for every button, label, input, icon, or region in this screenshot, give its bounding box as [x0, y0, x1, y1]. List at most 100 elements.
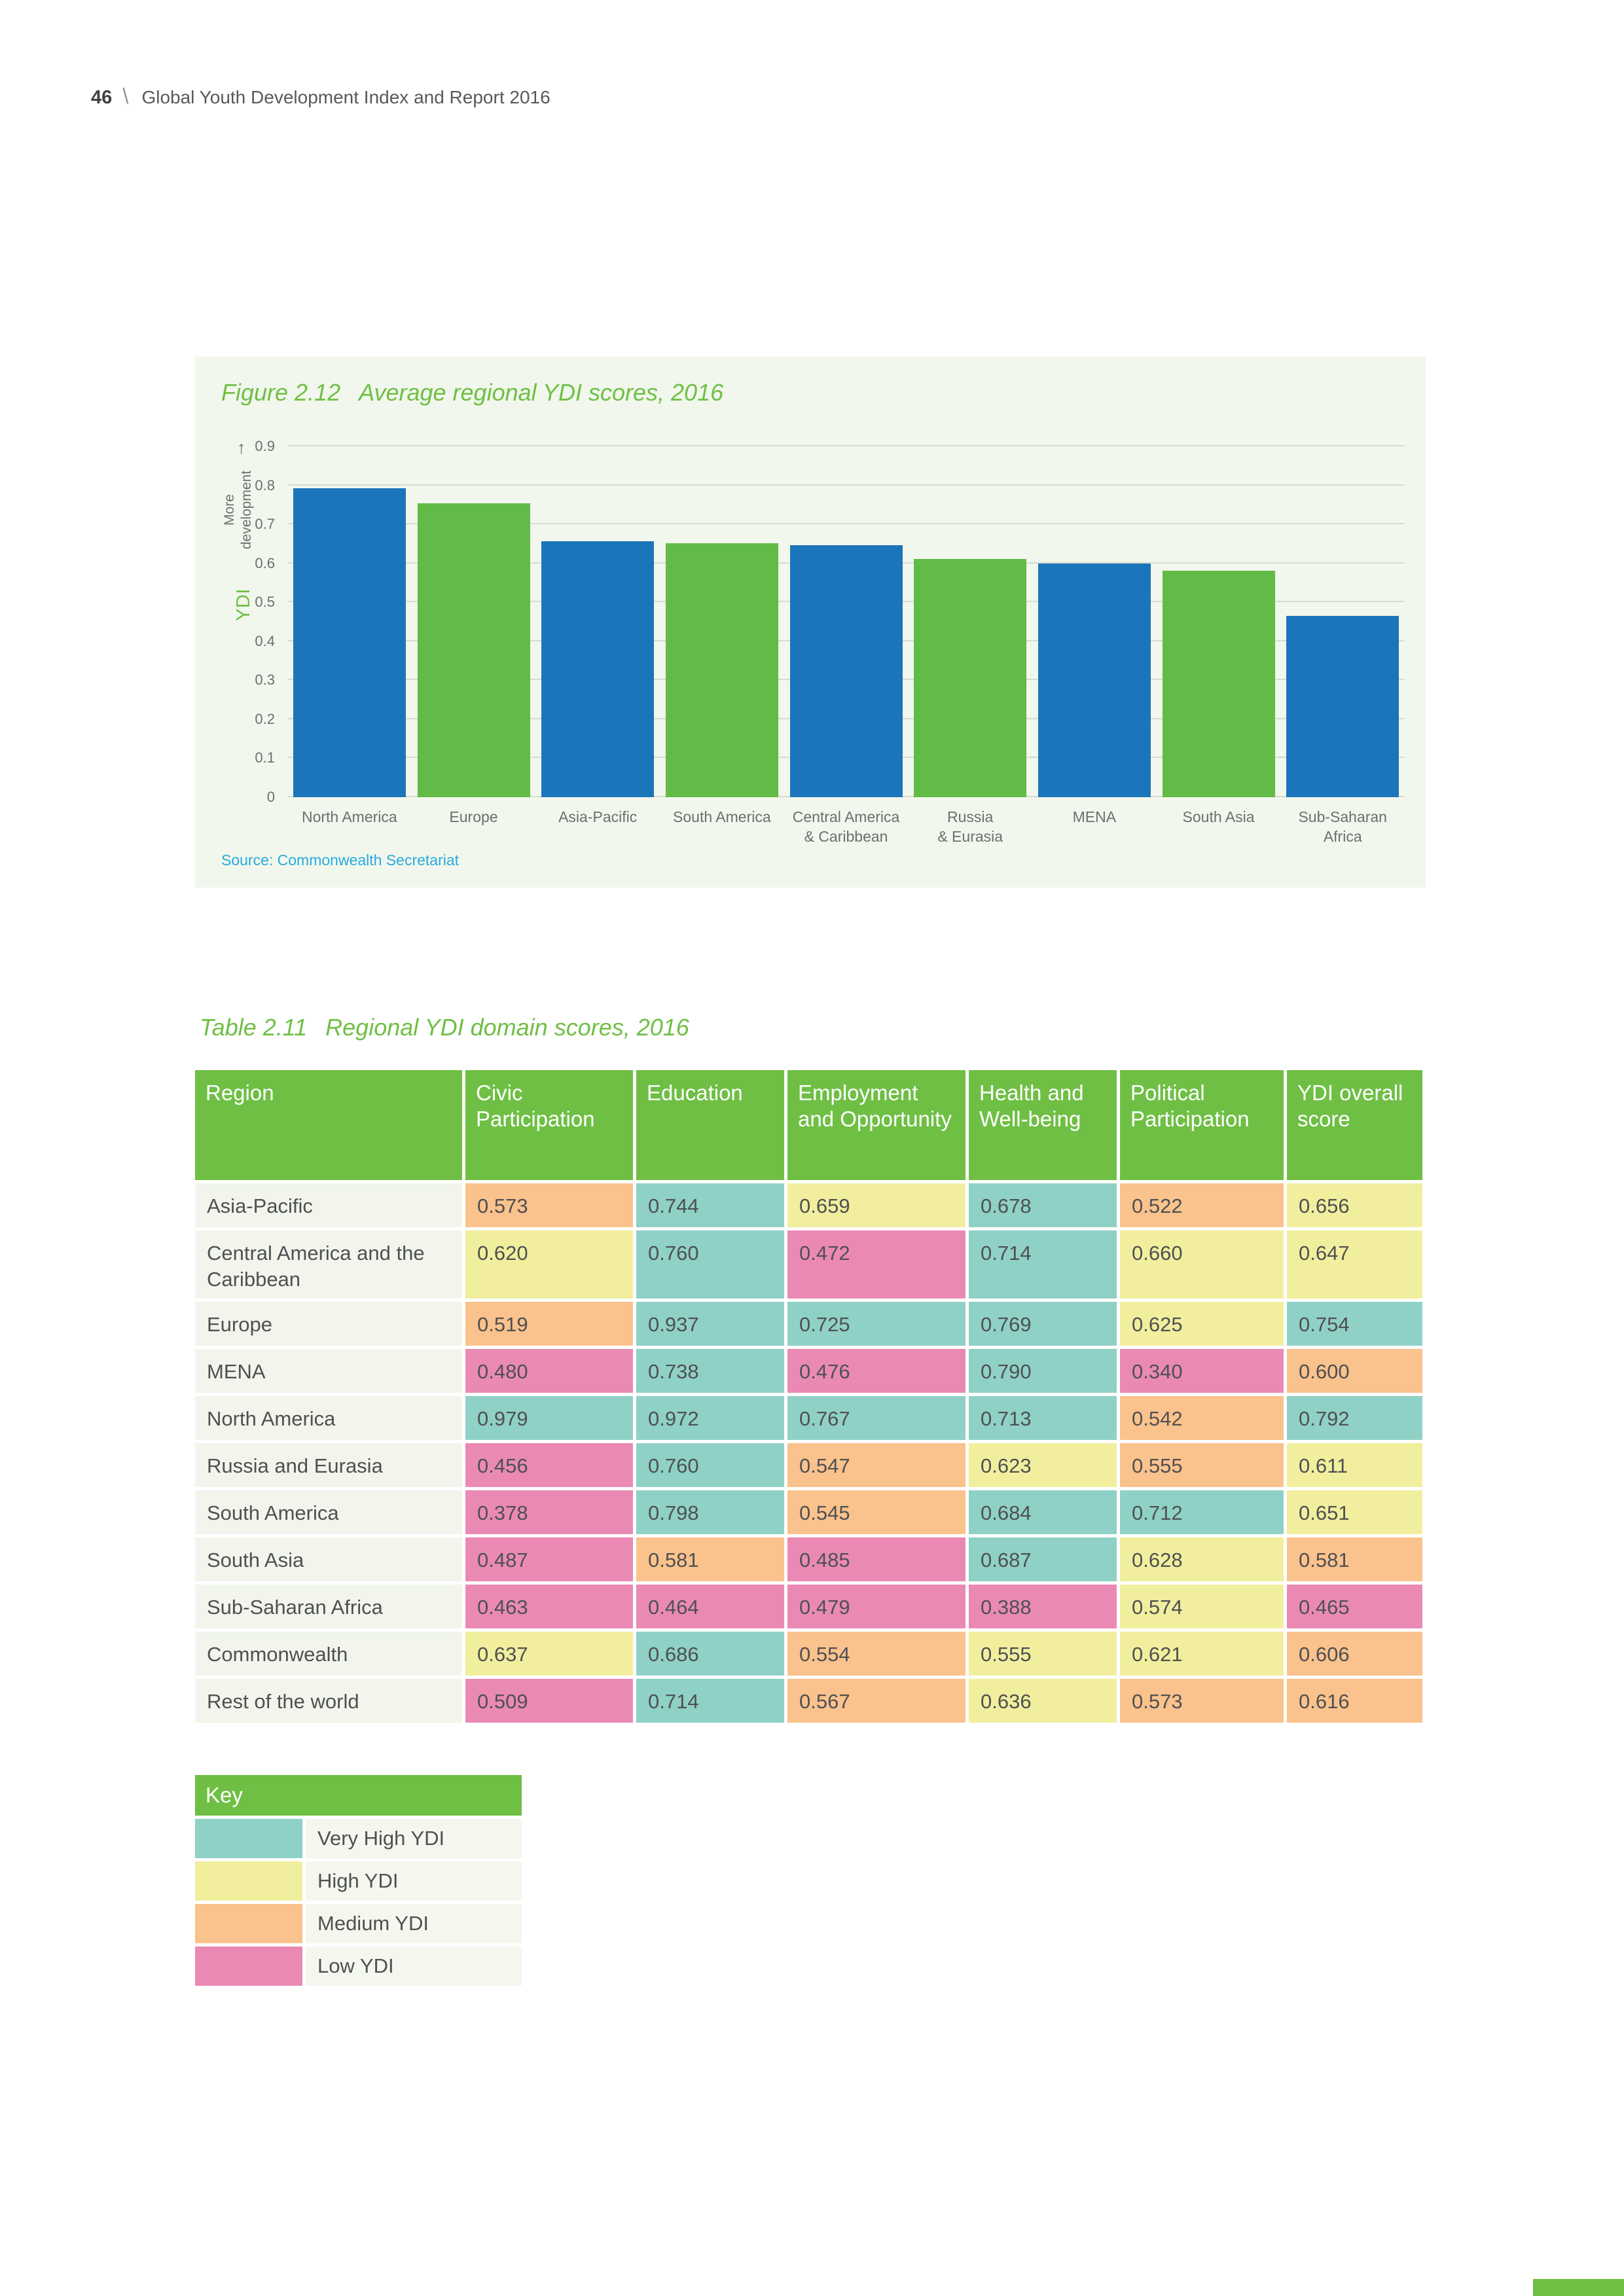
bar	[417, 503, 530, 797]
x-axis-label: Central America & Caribbean	[792, 808, 900, 845]
score-cell: 0.760	[636, 1443, 784, 1487]
score-cell: 0.687	[969, 1537, 1117, 1581]
bar-slot	[660, 446, 784, 797]
score-cell: 0.581	[636, 1537, 784, 1581]
x-axis-label: Sub-Saharan Africa	[1298, 808, 1387, 845]
y-tick-label: 0	[266, 789, 275, 805]
score-cell: 0.636	[969, 1678, 1117, 1723]
score-cell: 0.712	[1120, 1490, 1284, 1534]
score-cell: 0.388	[969, 1584, 1117, 1628]
domain-table: Region Civic Participation Education Employ…	[195, 1070, 1426, 1723]
bar-slot	[412, 446, 536, 797]
score-cell: 0.684	[969, 1490, 1117, 1534]
region-cell: Sub-Saharan Africa	[195, 1584, 462, 1628]
key-label: Very High YDI	[306, 1819, 522, 1858]
y-tick-label: 0.9	[255, 438, 275, 454]
chart-y-labels: 0 0.1 0.2 0.3 0.4 0.5 0.6 0.7 0.8 0.9	[195, 439, 275, 804]
score-cell: 0.678	[969, 1183, 1117, 1227]
score-cell: 0.714	[636, 1678, 784, 1723]
score-cell: 0.479	[787, 1584, 965, 1628]
score-cell: 0.485	[787, 1537, 965, 1581]
key-swatch	[195, 1904, 302, 1943]
score-cell: 0.555	[1120, 1443, 1284, 1487]
bar-slot	[535, 446, 660, 797]
column-header: Region	[195, 1070, 462, 1180]
gridline	[287, 445, 1405, 446]
bar-slot	[908, 446, 1032, 797]
region-cell: South America	[195, 1490, 462, 1534]
figure-caption: Average regional YDI scores, 2016	[359, 379, 724, 406]
region-cell: Europe	[195, 1301, 462, 1346]
x-axis-label: MENA	[1072, 808, 1117, 825]
y-tick-label: 0.2	[255, 710, 275, 727]
bar	[541, 541, 655, 797]
score-cell: 0.378	[465, 1490, 633, 1534]
score-cell: 0.979	[465, 1395, 633, 1440]
score-cell: 0.767	[787, 1395, 965, 1440]
key-header: Key	[195, 1775, 522, 1816]
score-cell: 0.616	[1287, 1678, 1422, 1723]
score-cell: 0.725	[787, 1301, 965, 1346]
column-header: YDI overall score	[1287, 1070, 1422, 1180]
score-cell: 0.754	[1287, 1301, 1422, 1346]
x-axis-label: South America	[673, 808, 771, 825]
score-cell: 0.937	[636, 1301, 784, 1346]
figure-box: Figure 2.12 Average regional YDI scores,…	[195, 357, 1426, 888]
key-swatch	[195, 1819, 302, 1858]
score-cell: 0.476	[787, 1348, 965, 1393]
region-cell: Commonwealth	[195, 1631, 462, 1676]
report-title: Global Youth Development Index and Repor…	[141, 87, 550, 107]
column-header: Employment and Opportunity	[787, 1070, 965, 1180]
column-header: Political Participation	[1120, 1070, 1284, 1180]
score-cell: 0.487	[465, 1537, 633, 1581]
key-swatch	[195, 1861, 302, 1901]
y-tick-label: 0.5	[255, 594, 275, 611]
gridline	[287, 484, 1405, 486]
bar-slot	[1280, 446, 1405, 797]
score-cell: 0.769	[969, 1301, 1117, 1346]
score-cell: 0.463	[465, 1584, 633, 1628]
score-cell: 0.760	[636, 1230, 784, 1299]
y-tick-label: 0.6	[255, 554, 275, 571]
score-cell: 0.611	[1287, 1443, 1422, 1487]
region-cell: Russia and Eurasia	[195, 1443, 462, 1487]
score-cell: 0.686	[636, 1631, 784, 1676]
page-edge-tab	[1533, 2279, 1624, 2296]
score-cell: 0.647	[1287, 1230, 1422, 1299]
score-cell: 0.792	[1287, 1395, 1422, 1440]
region-cell: Asia-Pacific	[195, 1183, 462, 1227]
header-separator: \	[122, 84, 129, 108]
score-cell: 0.567	[787, 1678, 965, 1723]
bar	[665, 543, 778, 797]
score-cell: 0.509	[465, 1678, 633, 1723]
x-axis-label: Russia & Eurasia	[937, 808, 1003, 845]
score-cell: 0.744	[636, 1183, 784, 1227]
score-cell: 0.606	[1287, 1631, 1422, 1676]
score-cell: 0.659	[787, 1183, 965, 1227]
score-cell: 0.972	[636, 1395, 784, 1440]
score-cell: 0.472	[787, 1230, 965, 1299]
score-cell: 0.554	[787, 1631, 965, 1676]
table-label: Table 2.11	[200, 1014, 308, 1041]
score-cell: 0.456	[465, 1443, 633, 1487]
y-tick-label: 0.4	[255, 632, 275, 649]
bar	[1038, 563, 1151, 797]
column-header: Health and Well-being	[969, 1070, 1117, 1180]
bar	[293, 488, 406, 797]
score-cell: 0.798	[636, 1490, 784, 1534]
score-cell: 0.574	[1120, 1584, 1284, 1628]
score-cell: 0.623	[969, 1443, 1117, 1487]
y-tick-label: 0.3	[255, 672, 275, 689]
score-cell: 0.573	[1120, 1678, 1284, 1723]
chart-x-labels: North America Europe Asia-Pacific South Ame…	[287, 808, 1405, 847]
column-header: Education	[636, 1070, 784, 1180]
page-header: 46 \ Global Youth Development Index and …	[91, 84, 550, 109]
bar	[914, 559, 1027, 797]
score-cell: 0.714	[969, 1230, 1117, 1299]
x-axis-label: Asia-Pacific	[558, 808, 638, 825]
key-swatch	[195, 1946, 302, 1986]
score-cell: 0.628	[1120, 1537, 1284, 1581]
score-cell: 0.738	[636, 1348, 784, 1393]
bar	[1286, 616, 1399, 797]
score-cell: 0.542	[1120, 1395, 1284, 1440]
